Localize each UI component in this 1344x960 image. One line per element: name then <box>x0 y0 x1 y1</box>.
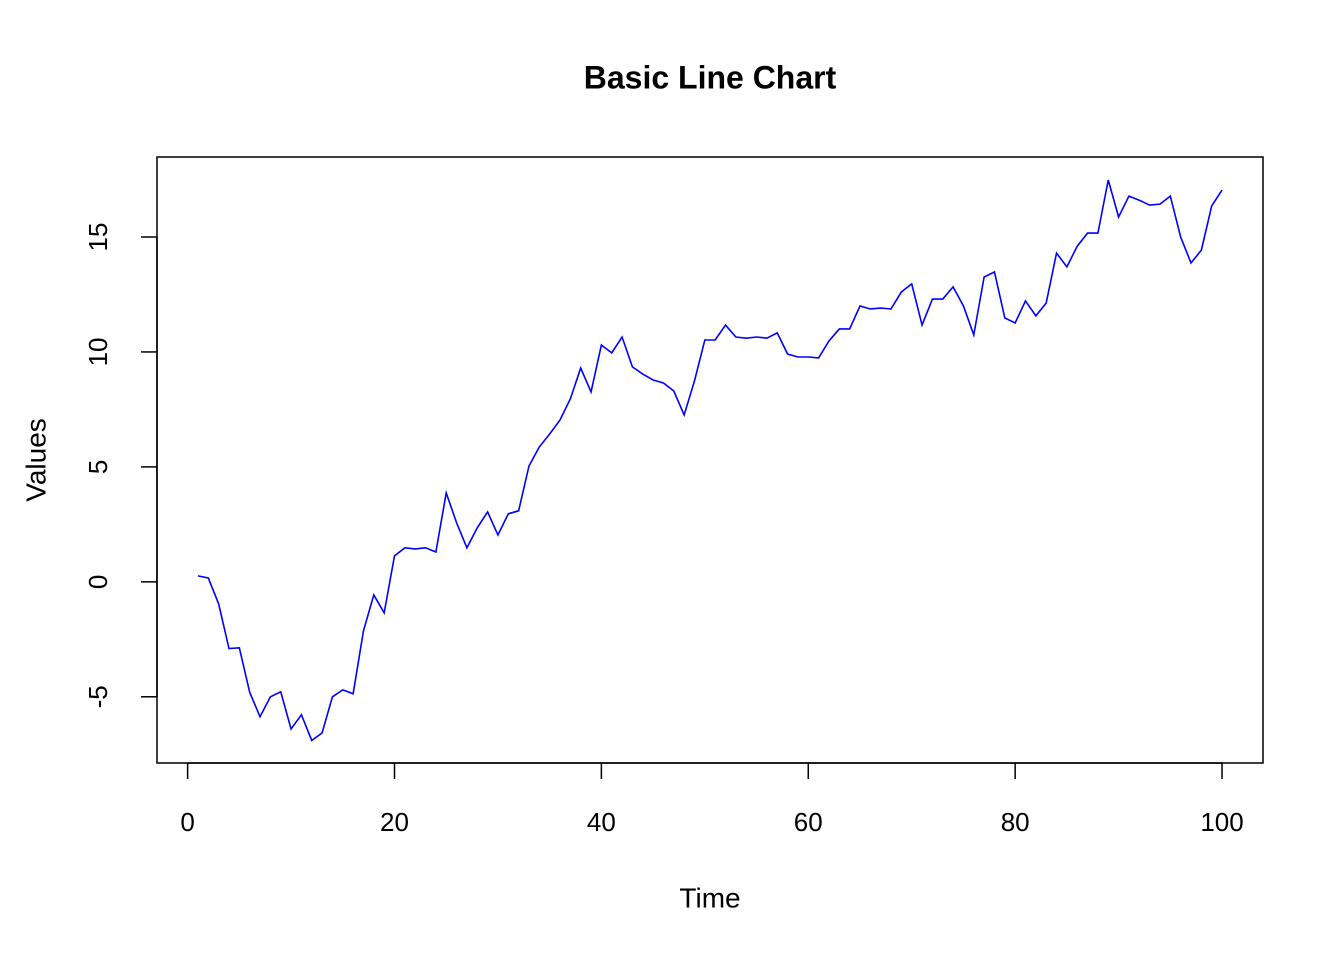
chart-title: Basic Line Chart <box>584 59 837 95</box>
data-line <box>197 179 1223 742</box>
y-tick-label: -5 <box>83 685 113 708</box>
x-tick-label: 100 <box>1200 807 1243 837</box>
x-tick-label: 0 <box>180 807 194 837</box>
x-tick-label: 60 <box>794 807 823 837</box>
x-tick-label: 20 <box>380 807 409 837</box>
y-axis-label: Values <box>20 418 51 502</box>
y-tick-label: 10 <box>83 337 113 366</box>
x-tick-label: 40 <box>587 807 616 837</box>
y-tick-label: 5 <box>83 460 113 474</box>
y-tick-label: 0 <box>83 575 113 589</box>
plot-box <box>156 156 1264 764</box>
x-tick-label: 80 <box>1001 807 1030 837</box>
y-tick-label: 15 <box>83 223 113 252</box>
x-axis-label: Time <box>679 882 740 913</box>
